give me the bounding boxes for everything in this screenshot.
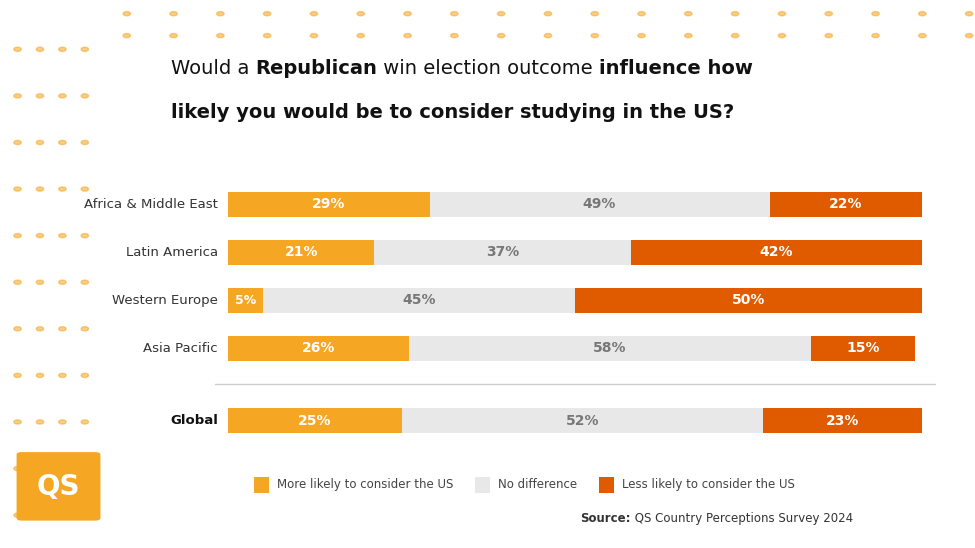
Text: 26%: 26% bbox=[302, 341, 335, 356]
Bar bbox=[228, 408, 402, 433]
Text: 37%: 37% bbox=[486, 246, 519, 259]
Text: influence how: influence how bbox=[599, 59, 753, 78]
Text: Republican: Republican bbox=[255, 59, 377, 78]
Text: win election outcome: win election outcome bbox=[377, 59, 599, 78]
Text: 23%: 23% bbox=[826, 414, 859, 427]
Text: Source:: Source: bbox=[580, 512, 631, 524]
Text: 52%: 52% bbox=[566, 414, 599, 427]
Bar bbox=[402, 408, 762, 433]
Bar bbox=[228, 336, 409, 361]
Text: Asia Pacific: Asia Pacific bbox=[143, 342, 218, 355]
Bar bbox=[631, 240, 922, 265]
Bar bbox=[228, 240, 374, 265]
Text: 50%: 50% bbox=[732, 293, 765, 307]
Text: 15%: 15% bbox=[846, 341, 879, 356]
Bar bbox=[811, 336, 916, 361]
Text: 49%: 49% bbox=[583, 197, 616, 211]
Text: QS: QS bbox=[37, 472, 80, 501]
Bar bbox=[430, 192, 769, 216]
Text: likely you would be to consider studying in the US?: likely you would be to consider studying… bbox=[171, 103, 734, 122]
Text: 58%: 58% bbox=[593, 341, 627, 356]
Bar bbox=[769, 192, 922, 216]
Text: Africa & Middle East: Africa & Middle East bbox=[84, 198, 218, 210]
Text: More likely to consider the US: More likely to consider the US bbox=[277, 478, 453, 492]
Text: 29%: 29% bbox=[312, 197, 346, 211]
Text: 5%: 5% bbox=[235, 294, 256, 307]
Text: Global: Global bbox=[170, 414, 218, 427]
Bar bbox=[263, 288, 575, 313]
Text: Would a: Would a bbox=[171, 59, 255, 78]
Text: No difference: No difference bbox=[498, 478, 577, 492]
Text: 25%: 25% bbox=[298, 414, 332, 427]
Bar bbox=[228, 192, 430, 216]
Text: 22%: 22% bbox=[829, 197, 863, 211]
Bar bbox=[228, 288, 263, 313]
Text: 42%: 42% bbox=[760, 246, 794, 259]
Text: 45%: 45% bbox=[403, 293, 436, 307]
Bar bbox=[409, 336, 811, 361]
Bar bbox=[762, 408, 922, 433]
Text: Less likely to consider the US: Less likely to consider the US bbox=[622, 478, 795, 492]
Text: QS Country Perceptions Survey 2024: QS Country Perceptions Survey 2024 bbox=[631, 512, 853, 524]
Bar bbox=[374, 240, 631, 265]
Text: 21%: 21% bbox=[285, 246, 318, 259]
Text: Latin America: Latin America bbox=[126, 246, 218, 259]
Text: Western Europe: Western Europe bbox=[112, 294, 218, 307]
Bar bbox=[575, 288, 922, 313]
